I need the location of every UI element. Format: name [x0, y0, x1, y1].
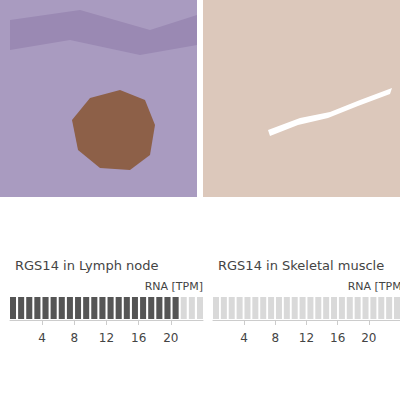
svg-text:12: 12	[299, 331, 314, 345]
svg-text:8: 8	[272, 331, 280, 345]
svg-text:RNA [TPM]: RNA [TPM]	[145, 280, 203, 293]
svg-text:RGS14 in Skeletal muscle: RGS14 in Skeletal muscle	[218, 258, 384, 273]
svg-text:20: 20	[163, 331, 178, 345]
svg-text:16: 16	[131, 331, 146, 345]
svg-text:4: 4	[38, 331, 46, 345]
svg-text:8: 8	[71, 331, 79, 345]
svg-text:RNA [TPM]: RNA [TPM]	[348, 280, 400, 293]
svg-text:12: 12	[99, 331, 114, 345]
svg-text:4: 4	[240, 331, 248, 345]
svg-text:20: 20	[361, 331, 376, 345]
svg-text:16: 16	[330, 331, 345, 345]
svg-text:RGS14 in Lymph node: RGS14 in Lymph node	[15, 258, 159, 273]
